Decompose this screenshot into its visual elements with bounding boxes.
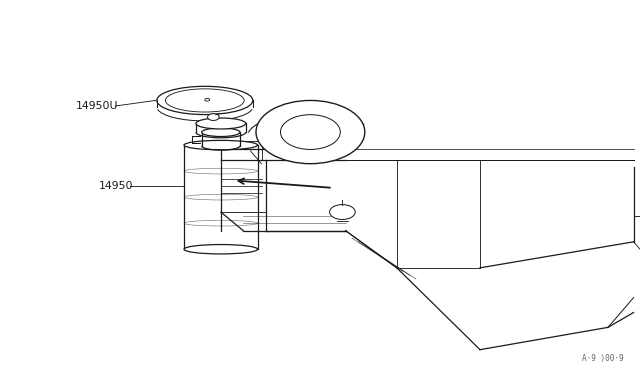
Ellipse shape bbox=[196, 118, 246, 129]
Text: 14950: 14950 bbox=[99, 181, 134, 191]
Circle shape bbox=[280, 115, 340, 150]
Text: 14950U: 14950U bbox=[76, 101, 118, 111]
Circle shape bbox=[330, 205, 355, 219]
Ellipse shape bbox=[184, 244, 257, 254]
Ellipse shape bbox=[157, 86, 253, 115]
Ellipse shape bbox=[202, 128, 240, 137]
Ellipse shape bbox=[184, 140, 257, 150]
Text: A·9 )00·9: A·9 )00·9 bbox=[582, 354, 624, 363]
Circle shape bbox=[207, 114, 219, 121]
Circle shape bbox=[256, 100, 365, 164]
